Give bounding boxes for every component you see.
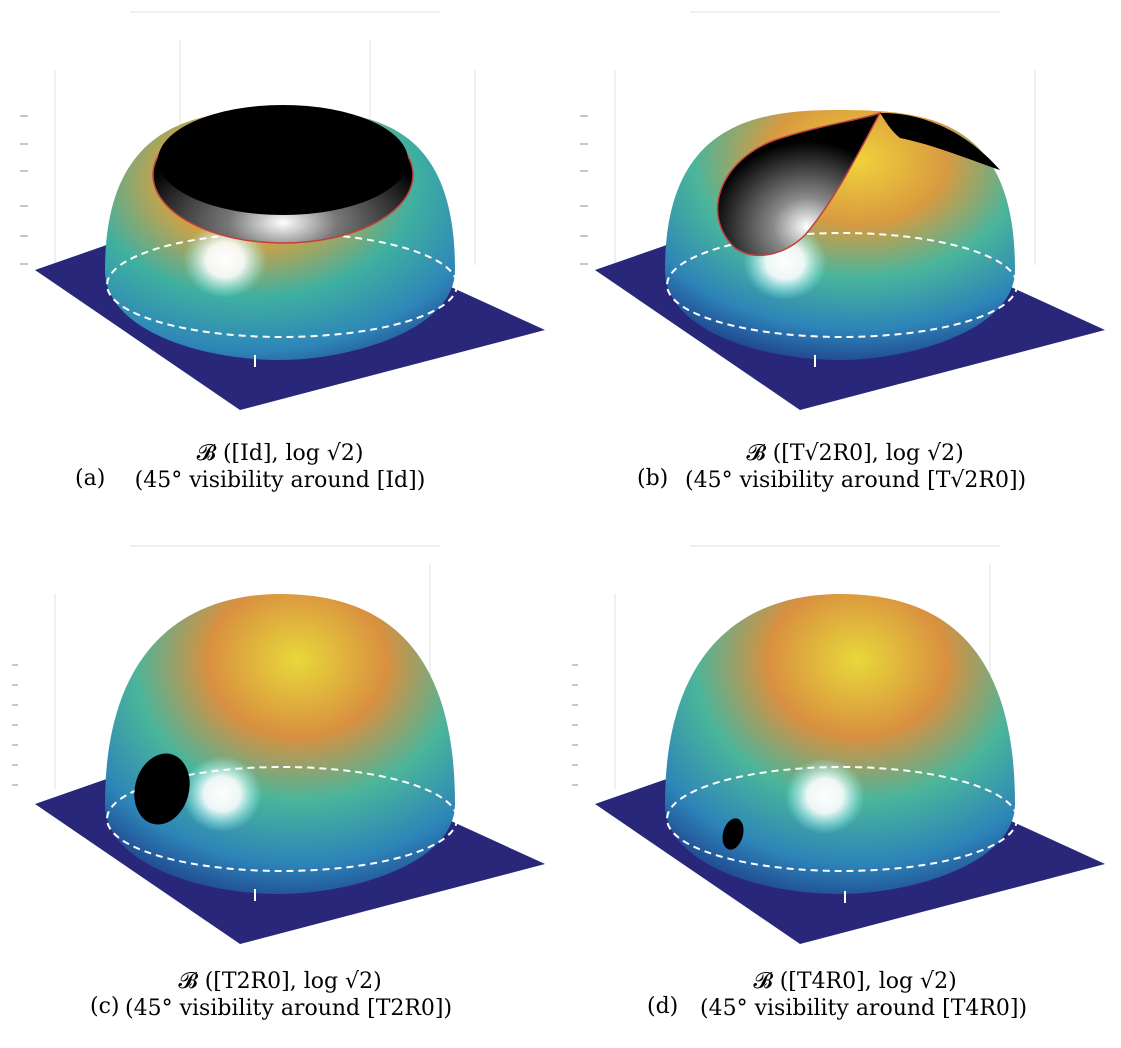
caption-a: 𝓑 ([Id], log √2) (45° visibility around … bbox=[130, 440, 430, 494]
axis-ticks-c bbox=[12, 664, 18, 786]
visibility-cap-b bbox=[716, 111, 882, 256]
highlight-c bbox=[182, 756, 262, 832]
panel-a: (a) 𝓑 ([Id], log √2) (45° visibility aro… bbox=[0, 0, 560, 524]
panel-label-d: (d) bbox=[647, 994, 679, 1019]
axis-ticks-b bbox=[580, 115, 588, 265]
caption-a-line1: 𝓑 ([Id], log √2) bbox=[196, 441, 364, 466]
panel-b: (b) 𝓑 ([T√2R0], log √2) (45° visibility … bbox=[560, 0, 1121, 524]
dashed-circle-b bbox=[666, 232, 1018, 338]
panel-d: (d) 𝓑 ([T4R0], log √2) (45° visibility a… bbox=[560, 524, 1121, 1048]
panel-label-c: (c) bbox=[90, 994, 120, 1019]
caption-c-line2: (45° visibility around [T2R0]) bbox=[125, 996, 453, 1021]
panel-c: (c) 𝓑 ([T2R0], log √2) (45° visibility a… bbox=[0, 524, 560, 1048]
caption-b-line1: 𝓑 ([T√2R0], log √2) bbox=[746, 441, 964, 466]
panel-label-a: (a) bbox=[75, 466, 106, 491]
caption-d-line1: 𝓑 ([T4R0], log √2) bbox=[753, 969, 957, 994]
caption-b: 𝓑 ([T√2R0], log √2) (45° visibility arou… bbox=[685, 440, 1027, 494]
axis-ticks-d bbox=[572, 664, 578, 786]
hemisphere-d bbox=[665, 594, 1015, 894]
highlight-d bbox=[785, 758, 865, 834]
hemisphere-plot-d bbox=[572, 545, 1105, 944]
dashed-circle-a bbox=[106, 232, 458, 338]
hemisphere-c bbox=[105, 594, 455, 894]
caption-b-line2: (45° visibility around [T√2R0]) bbox=[685, 468, 1027, 493]
caption-a-line2: (45° visibility around [Id]) bbox=[134, 468, 426, 493]
visibility-cap-c bbox=[134, 753, 190, 825]
caption-c-line1: 𝓑 ([T2R0], log √2) bbox=[178, 969, 382, 994]
caption-d-line2: (45° visibility around [T4R0]) bbox=[700, 996, 1028, 1021]
panel-label-b: (b) bbox=[637, 466, 669, 491]
dashed-circle-d bbox=[666, 766, 1018, 872]
visibility-cap-d bbox=[722, 818, 744, 850]
hemisphere-plot-c bbox=[12, 545, 545, 944]
visibility-cap-b-second bbox=[880, 112, 1000, 170]
dashed-circle-c bbox=[106, 766, 458, 872]
caption-d: 𝓑 ([T4R0], log √2) (45° visibility aroun… bbox=[700, 968, 1028, 1022]
hemisphere-plot-a bbox=[20, 11, 545, 410]
cap-top-a bbox=[158, 105, 408, 215]
caption-c: 𝓑 ([T2R0], log √2) (45° visibility aroun… bbox=[125, 968, 453, 1022]
hemisphere-plot-b bbox=[580, 11, 1105, 410]
axis-grid-b bbox=[614, 11, 1036, 265]
axis-ticks-a bbox=[20, 115, 28, 265]
axis-grid-a bbox=[54, 11, 476, 265]
